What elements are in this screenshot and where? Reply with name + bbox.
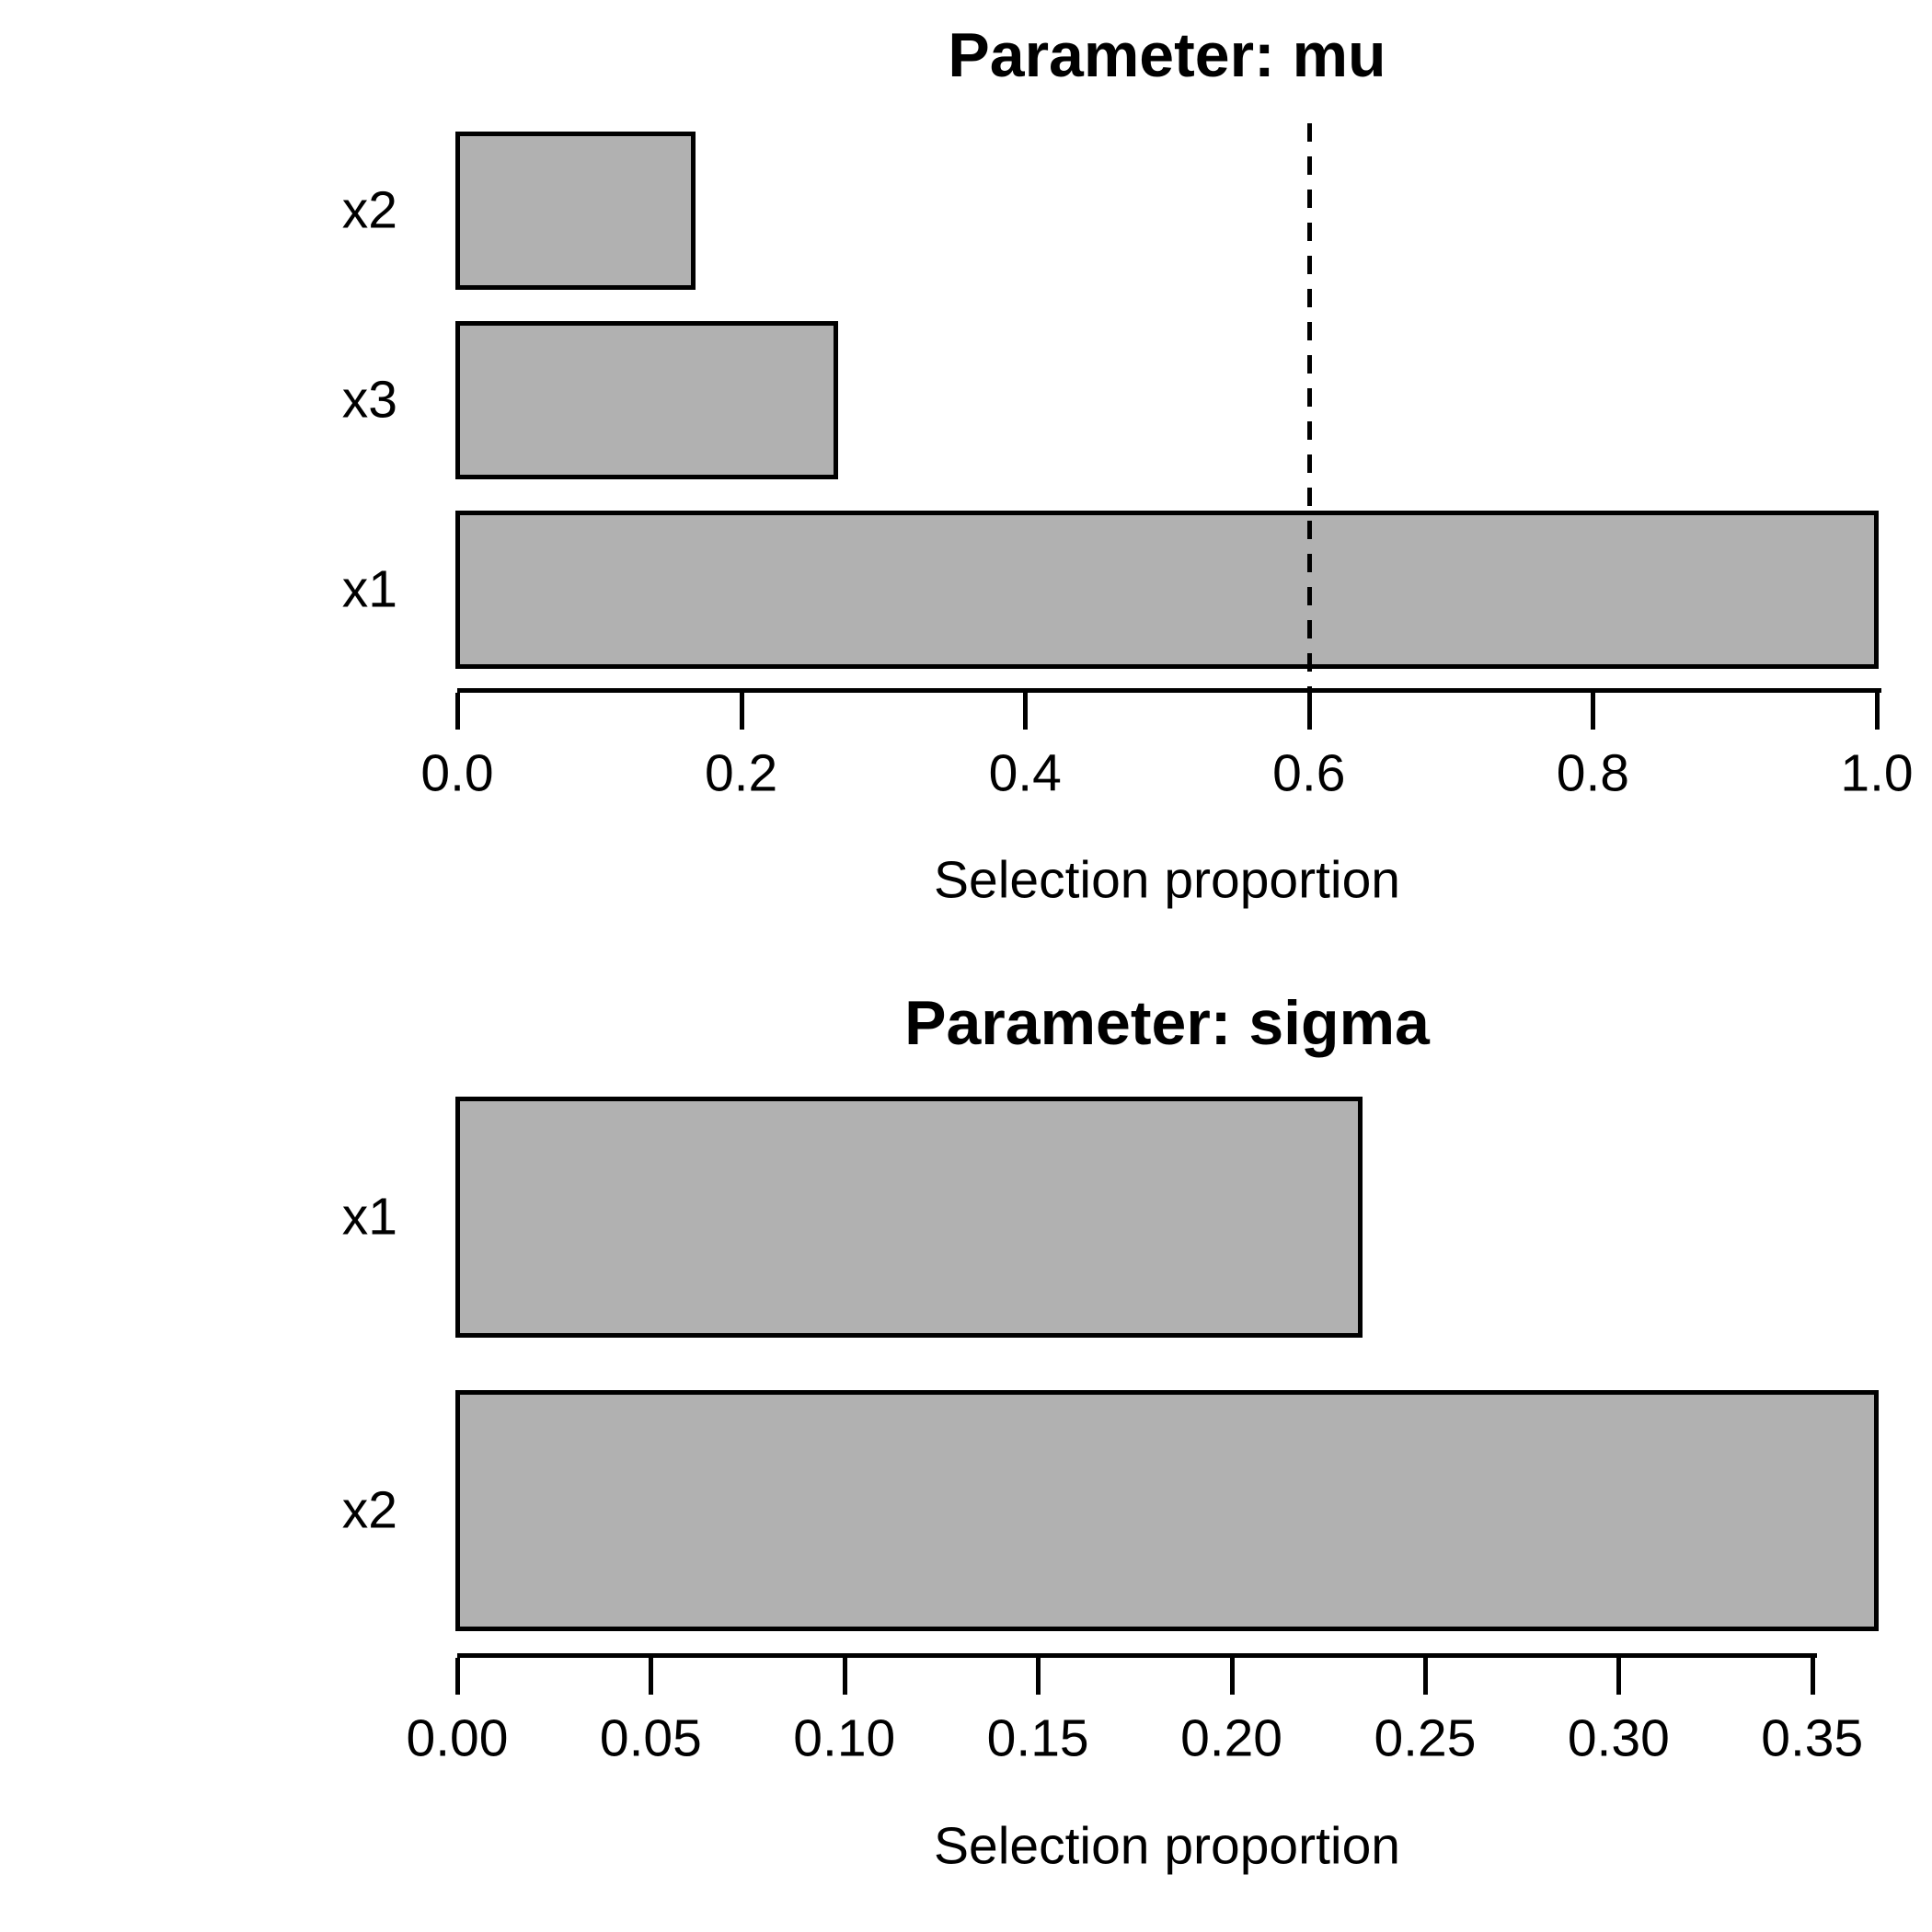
chart-title-sigma: Parameter: sigma bbox=[904, 988, 1430, 1058]
x-axis-tick bbox=[455, 1658, 460, 1695]
x-axis-tick-label: 0.0 bbox=[420, 743, 494, 803]
x-axis-tick-label: 0.2 bbox=[704, 743, 778, 803]
x-axis-tick bbox=[455, 693, 460, 730]
x-axis-tick bbox=[1306, 693, 1312, 730]
x-axis-tick bbox=[1229, 1658, 1235, 1695]
bar-x1 bbox=[455, 1097, 1363, 1338]
category-label-x2: x2 bbox=[341, 180, 397, 240]
category-label-x1: x1 bbox=[341, 559, 397, 619]
x-axis-tick-label: 1.0 bbox=[1840, 743, 1914, 803]
threshold-line bbox=[1306, 123, 1312, 690]
x-axis-tick-label: 0.25 bbox=[1374, 1708, 1477, 1768]
x-axis-tick bbox=[1023, 693, 1029, 730]
x-axis-tick bbox=[842, 1658, 847, 1695]
x-axis-tick-label: 0.30 bbox=[1567, 1708, 1670, 1768]
x-axis-tick bbox=[1422, 1658, 1428, 1695]
bar-x2 bbox=[455, 132, 696, 290]
x-axis-label-sigma: Selection proportion bbox=[934, 1816, 1400, 1876]
x-axis-tick bbox=[739, 693, 744, 730]
bar-x2 bbox=[455, 1390, 1879, 1631]
x-axis-tick-label: 0.00 bbox=[406, 1708, 509, 1768]
x-axis-tick-label: 0.4 bbox=[988, 743, 1062, 803]
x-axis-label-mu: Selection proportion bbox=[934, 850, 1400, 910]
x-axis-tick bbox=[1875, 693, 1880, 730]
category-label-x1: x1 bbox=[341, 1187, 397, 1247]
x-axis-tick-label: 0.6 bbox=[1272, 743, 1346, 803]
x-axis-line bbox=[457, 688, 1881, 693]
category-label-x2: x2 bbox=[341, 1480, 397, 1540]
bar-x3 bbox=[455, 321, 838, 479]
x-axis-tick bbox=[649, 1658, 654, 1695]
x-axis-tick-label: 0.35 bbox=[1761, 1708, 1864, 1768]
x-axis-line bbox=[457, 1653, 1817, 1658]
x-axis-tick-label: 0.8 bbox=[1556, 743, 1630, 803]
x-axis-tick-label: 0.20 bbox=[1180, 1708, 1283, 1768]
bar-x1 bbox=[455, 511, 1879, 669]
x-axis-tick bbox=[1591, 693, 1596, 730]
x-axis-tick bbox=[1810, 1658, 1815, 1695]
x-axis-tick-label: 0.05 bbox=[599, 1708, 702, 1768]
x-axis-tick bbox=[1616, 1658, 1622, 1695]
x-axis-tick-label: 0.15 bbox=[986, 1708, 1089, 1768]
category-label-x3: x3 bbox=[341, 370, 397, 430]
x-axis-tick bbox=[1036, 1658, 1041, 1695]
chart-title-mu: Parameter: mu bbox=[948, 20, 1386, 90]
x-axis-tick-label: 0.10 bbox=[793, 1708, 896, 1768]
